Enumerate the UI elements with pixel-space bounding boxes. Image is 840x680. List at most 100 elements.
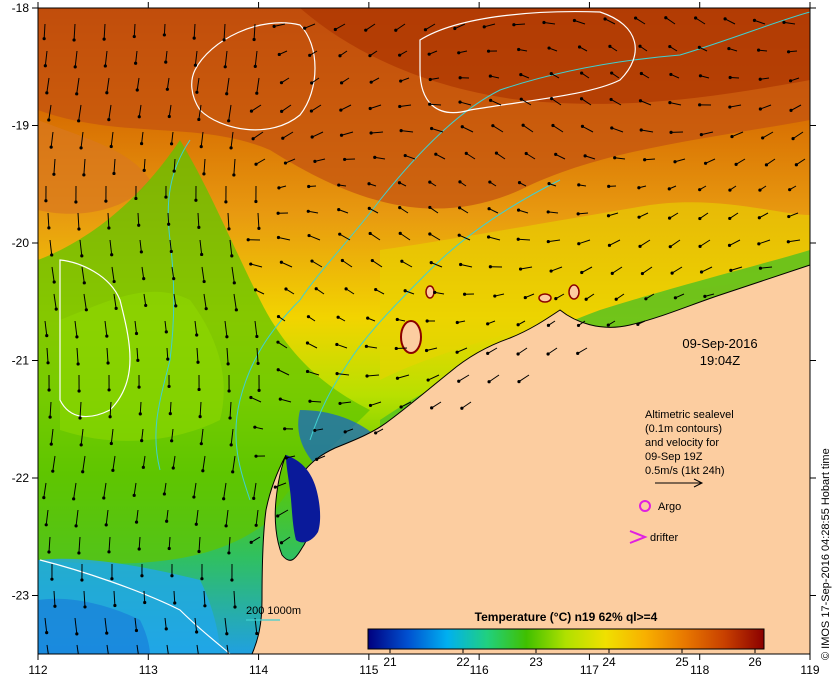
velocity-arrow-head <box>308 399 312 403</box>
velocity-arrow <box>552 125 564 133</box>
velocity-arrow-head <box>364 344 368 348</box>
velocity-arrow-head <box>164 195 168 199</box>
velocity-arrow-head <box>305 369 310 374</box>
velocity-arrow-head <box>397 181 402 185</box>
velocity-arrow-head <box>257 388 261 392</box>
velocity-arrow-head <box>758 266 763 270</box>
velocity-arrow <box>365 23 376 31</box>
velocity-arrow <box>106 77 110 93</box>
velocity-arrow-head <box>584 297 588 301</box>
velocity-arrow-head <box>399 405 403 409</box>
velocity-arrow-head <box>164 627 168 631</box>
svg-text:drifter: drifter <box>650 532 678 544</box>
x-tick-label: 119 <box>800 663 819 677</box>
velocity-arrow <box>257 212 260 229</box>
velocity-arrow <box>429 207 439 214</box>
velocity-arrow <box>47 212 50 228</box>
velocity-arrow <box>405 155 416 160</box>
velocity-arrow-head <box>789 79 793 83</box>
velocity-arrow-head <box>728 75 732 80</box>
velocity-arrow-head <box>77 227 81 231</box>
velocity-arrow-head <box>791 137 795 141</box>
velocity-arrow-head <box>227 227 231 231</box>
velocity-arrow <box>230 131 234 148</box>
velocity-arrow-head <box>637 186 641 190</box>
velocity-arrow <box>232 455 236 472</box>
velocity-arrow <box>199 401 202 417</box>
velocity-arrow-head <box>734 162 738 166</box>
velocity-arrow-head <box>167 546 171 551</box>
velocity-arrow <box>105 509 109 525</box>
velocity-arrow <box>669 102 682 106</box>
velocity-arrow-head <box>338 401 342 406</box>
velocity-arrow-head <box>398 53 402 57</box>
velocity-arrow-head <box>142 277 146 281</box>
velocity-arrow-head <box>49 442 53 446</box>
velocity-arrow <box>339 233 351 241</box>
velocity-arrow <box>335 23 346 30</box>
velocity-arrow-head <box>230 578 234 582</box>
velocity-arrow <box>141 131 144 144</box>
velocity-arrow <box>79 401 82 418</box>
velocity-arrow <box>277 341 288 349</box>
velocity-arrow-head <box>202 279 206 284</box>
velocity-arrow <box>53 158 56 175</box>
velocity-arrow-head <box>752 18 757 22</box>
velocity-arrow-head <box>135 88 139 92</box>
velocity-arrow-head <box>673 160 677 164</box>
svg-text:0.5m/s (1kt 24h): 0.5m/s (1kt 24h) <box>645 465 724 477</box>
velocity-arrow-head <box>608 44 612 48</box>
velocity-arrow <box>399 207 409 214</box>
velocity-arrow-head <box>137 223 141 227</box>
velocity-arrow <box>76 644 79 654</box>
velocity-arrow-head <box>524 151 528 156</box>
velocity-arrow-head <box>576 323 581 328</box>
velocity-arrow-head <box>102 37 106 41</box>
velocity-arrow-head <box>112 279 116 284</box>
velocity-arrow <box>796 158 806 166</box>
velocity-arrow <box>608 212 619 217</box>
velocity-arrow <box>143 293 147 306</box>
velocity-arrow <box>484 23 496 28</box>
velocity-arrow-head <box>309 109 314 113</box>
velocity-arrow <box>103 482 107 499</box>
velocity-arrow <box>254 320 258 337</box>
velocity-arrow-head <box>782 20 786 24</box>
velocity-arrow <box>547 347 558 355</box>
velocity-arrow <box>256 77 260 94</box>
velocity-arrow-head <box>491 124 495 128</box>
velocity-arrow <box>517 347 528 355</box>
velocity-arrow <box>543 22 556 25</box>
velocity-arrow-head <box>576 212 580 216</box>
velocity-arrow <box>226 77 230 94</box>
velocity-arrow <box>196 347 199 363</box>
velocity-arrow-head <box>427 52 431 56</box>
velocity-arrow-head <box>314 287 318 291</box>
svg-text:Argo: Argo <box>658 501 681 513</box>
colorbar-tick-label: 26 <box>748 655 762 669</box>
velocity-arrow-head <box>132 34 136 39</box>
velocity-arrow <box>112 455 116 471</box>
x-tick-label: 117 <box>580 663 599 677</box>
velocity-arrow <box>278 236 291 241</box>
velocity-arrow-head <box>493 294 497 298</box>
velocity-arrow <box>166 347 169 360</box>
velocity-arrow-head <box>249 109 254 113</box>
velocity-arrow <box>487 347 498 354</box>
velocity-arrow-head <box>728 105 732 109</box>
velocity-arrow-head <box>77 389 81 393</box>
velocity-arrow <box>459 234 471 241</box>
velocity-arrow-head <box>546 239 550 244</box>
velocity-arrow <box>164 320 167 332</box>
velocity-arrows <box>42 16 806 654</box>
velocity-arrow-head <box>398 231 402 235</box>
velocity-arrow-head <box>517 47 521 52</box>
velocity-arrow <box>254 50 258 67</box>
velocity-arrow <box>135 50 138 64</box>
velocity-arrow <box>81 266 85 283</box>
velocity-arrow <box>336 343 348 349</box>
velocity-arrow <box>459 101 472 106</box>
velocity-arrow <box>609 239 621 246</box>
velocity-arrow <box>224 50 228 67</box>
velocity-arrow <box>488 236 501 241</box>
